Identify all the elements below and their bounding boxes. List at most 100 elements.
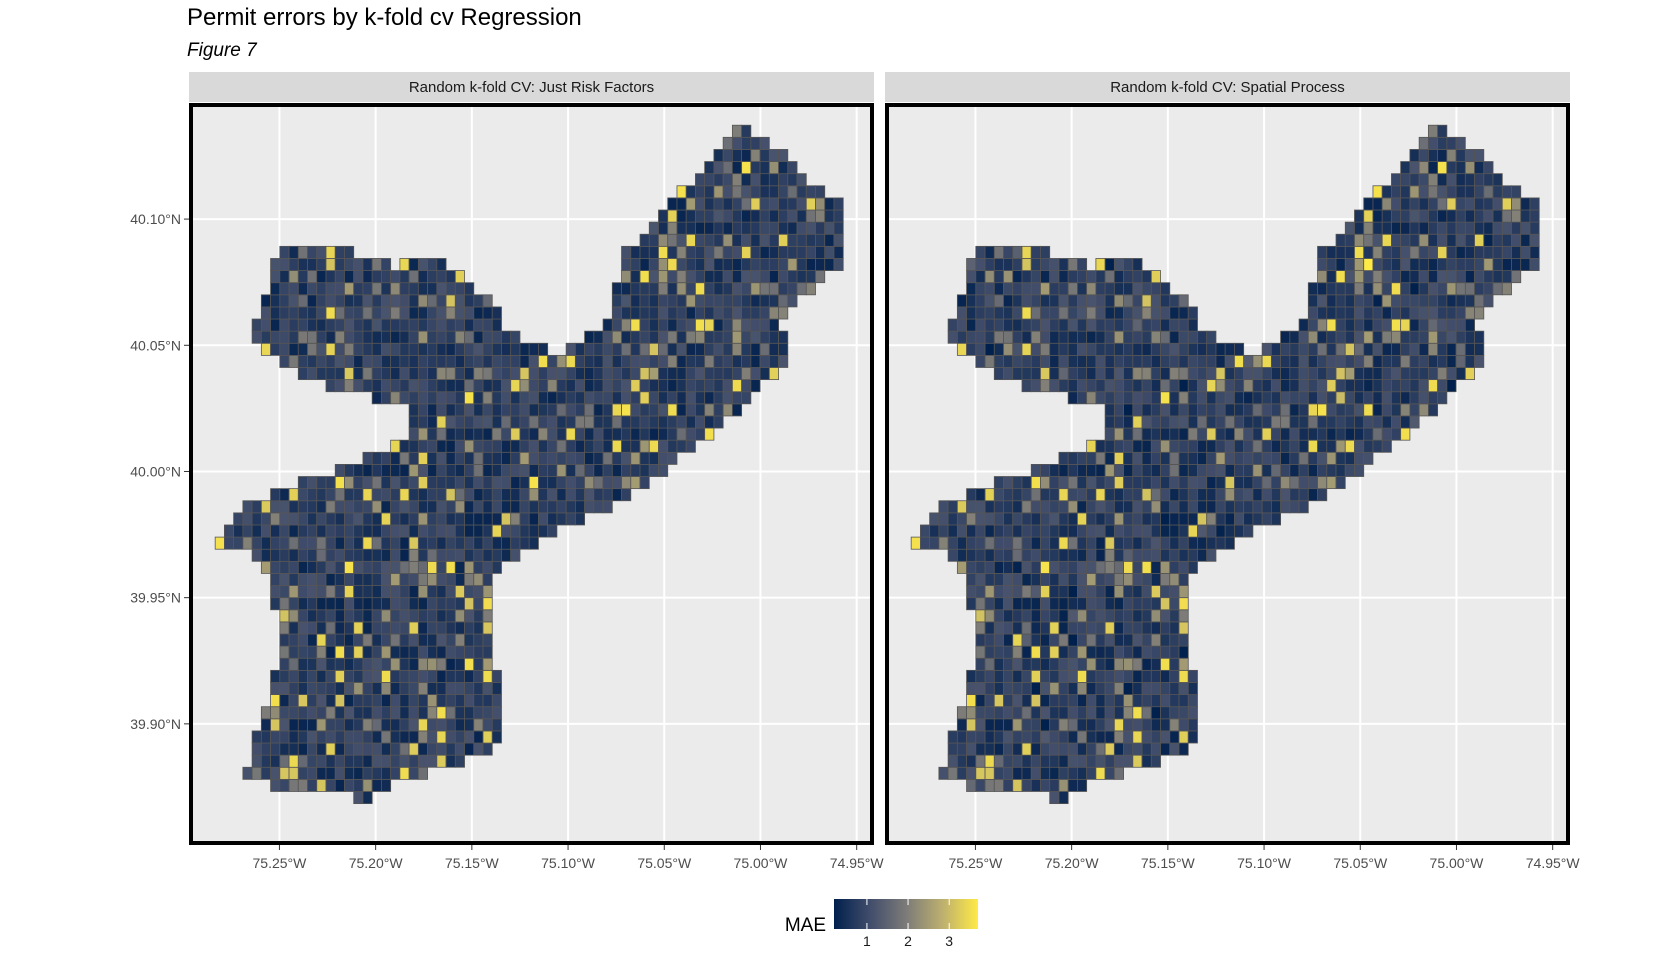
heatmap-cell [1243,464,1254,477]
heatmap-cell [454,706,465,720]
heatmap-cell [1335,282,1346,296]
heatmap-cell [1520,258,1531,271]
heatmap-cell [1113,682,1124,695]
heatmap-cell [464,391,475,405]
heatmap-cell [270,669,281,683]
heatmap-cell [371,706,382,720]
heatmap-cell [1012,694,1023,708]
heatmap-cell [685,403,696,417]
heatmap-cell [938,524,949,538]
x-tick-label: 75.20°W [1045,855,1100,871]
heatmap-cell [445,330,456,344]
heatmap-cell [993,669,1004,683]
heatmap-cell [1178,573,1189,586]
heatmap-cell [436,548,447,562]
heatmap-cell [436,379,447,393]
heatmap-cell [270,536,281,550]
heatmap-cell [436,597,447,611]
heatmap-cell [307,282,318,296]
heatmap-cell [417,706,428,720]
heatmap-cell [1021,730,1032,744]
heatmap-cell [1160,706,1171,720]
heatmap-cell [242,766,253,780]
heatmap-cell [454,379,465,393]
heatmap-cell [1289,427,1300,441]
heatmap-cell [1095,597,1106,611]
heatmap-cell [381,500,392,514]
heatmap-cell [1215,367,1226,381]
heatmap-cell [565,439,576,453]
heatmap-cell [741,233,752,247]
heatmap-cell [1224,354,1235,368]
heatmap-cell [1252,379,1263,393]
heatmap-cell [1307,367,1318,381]
heatmap-cell [658,391,669,405]
heatmap-cell [1529,245,1540,259]
heatmap-cell [1012,342,1023,356]
heatmap-cell [993,512,1004,526]
heatmap-cell [778,354,789,368]
heatmap-cell [427,391,438,405]
heatmap-cell [1058,597,1069,611]
heatmap-cell [1012,548,1023,562]
heatmap-cell [1113,318,1124,332]
heatmap-cell [1095,573,1106,586]
heatmap-cell [1077,318,1088,332]
heatmap-cell [1446,330,1457,344]
heatmap-cell [1344,451,1355,465]
heatmap-cell [731,391,743,405]
heatmap-cell [1298,342,1309,356]
heatmap-cell [1418,258,1429,271]
heatmap-cell [1160,451,1171,465]
heatmap-cell [1446,221,1457,235]
heatmap-cell [288,245,299,259]
heatmap-cell [947,512,958,526]
heatmap-cell [482,524,493,538]
heatmap-cell [1021,488,1032,502]
heatmap-cell [1178,464,1189,477]
heatmap-cell [510,488,521,502]
heatmap-cell [984,766,995,780]
heatmap-cell [1178,536,1189,550]
heatmap-cell [1511,245,1522,259]
heatmap-cell [1095,391,1106,405]
heatmap-cell [1511,209,1522,223]
heatmap-cell [344,766,355,780]
heatmap-cell [759,149,770,162]
heatmap-cell [1040,500,1051,514]
heatmap-cell [1040,573,1051,586]
heatmap-cell [288,548,299,562]
heatmap-cell [975,633,986,647]
heatmap-cell [1123,548,1134,562]
heatmap-cell [778,294,789,308]
heatmap-cell [1141,379,1152,393]
heatmap-cell [344,633,355,647]
heatmap-cell [417,548,428,562]
heatmap-cell [1317,427,1328,441]
heatmap-cell [1474,282,1485,296]
heatmap-cell [408,464,419,477]
heatmap-cell [427,609,438,623]
heatmap-cell [427,730,438,744]
heatmap-cell [547,439,558,453]
heatmap-cell [975,354,986,368]
heatmap-cell [473,318,484,332]
heatmap-cell [1178,403,1189,417]
heatmap-cell [288,766,299,780]
heatmap-cell [1446,367,1457,381]
heatmap-cell [1178,427,1189,441]
heatmap-cell [353,742,364,756]
heatmap-cell [1409,318,1420,332]
heatmap-cell [362,476,373,490]
heatmap-cell [408,730,419,744]
heatmap-cell [260,512,271,526]
heatmap-cell [1317,306,1328,320]
heatmap-cell [1123,645,1134,659]
heatmap-cell [528,342,539,356]
heatmap-cell [1354,379,1365,393]
heatmap-cell [436,657,447,671]
heatmap-cell [1206,330,1217,344]
heatmap-cell [334,488,345,502]
heatmap-cell [778,306,789,320]
heatmap-cell [316,367,327,381]
